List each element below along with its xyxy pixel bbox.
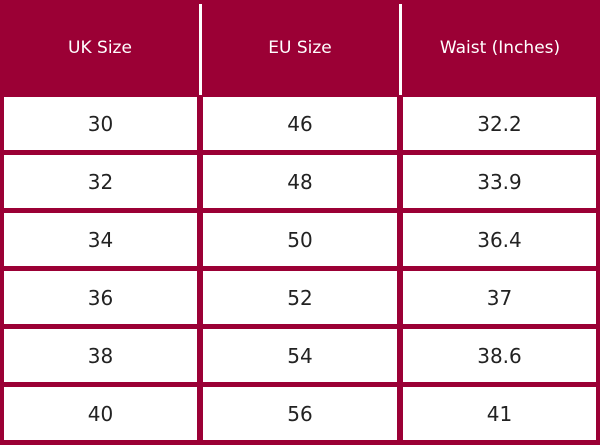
table-cell: 32 <box>4 155 197 208</box>
table-cell: 36 <box>4 271 197 324</box>
header-separator <box>199 4 202 95</box>
table-cell: 33.9 <box>403 155 596 208</box>
table-cell: 41 <box>403 387 596 440</box>
table-cell: 30 <box>4 97 197 150</box>
table-cell: 37 <box>403 271 596 324</box>
table-cell: 46 <box>203 97 397 150</box>
header-cell: Waist (Inches) <box>439 37 561 58</box>
table-cell: 52 <box>203 271 397 324</box>
table-cell: 36.4 <box>403 213 596 266</box>
header-cell: UK Size <box>68 37 132 58</box>
table-cell: 54 <box>203 329 397 382</box>
table-cell: 48 <box>203 155 397 208</box>
table-cell: 34 <box>4 213 197 266</box>
table-cell: 38.6 <box>403 329 596 382</box>
table-cell: 56 <box>203 387 397 440</box>
table-cell: 40 <box>4 387 197 440</box>
table-cell: 32.2 <box>403 97 596 150</box>
table-cell: 50 <box>203 213 397 266</box>
header-separator <box>399 4 402 95</box>
table-cell: 38 <box>4 329 197 382</box>
header-cell: EU Size <box>268 37 332 58</box>
